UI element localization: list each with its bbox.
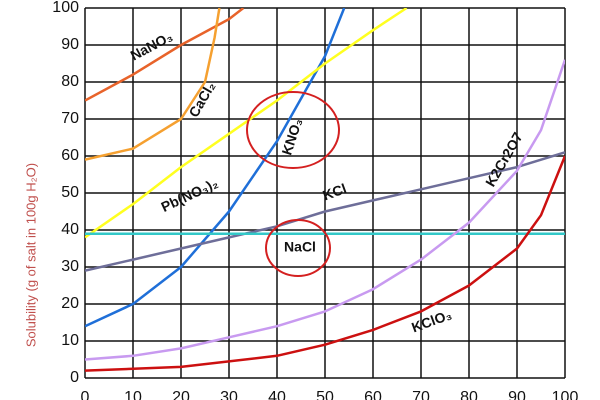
series-label: KCl (320, 180, 348, 203)
x-tick-label: 60 (364, 389, 382, 400)
y-tick-label: 10 (61, 332, 79, 349)
y-tick-label: 80 (61, 73, 79, 90)
x-tick-label: 90 (508, 389, 526, 400)
y-tick-label: 0 (70, 369, 79, 386)
y-tick-label: 30 (61, 258, 79, 275)
x-tick-label: 100 (552, 389, 579, 400)
highlight-circle (246, 91, 340, 169)
series-label: NaCl (284, 239, 316, 255)
y-tick-label: 90 (61, 36, 79, 53)
x-tick-label: 40 (268, 389, 286, 400)
highlight-circle (265, 219, 331, 277)
y-tick-label: 100 (52, 0, 79, 16)
x-tick-label: 80 (460, 389, 478, 400)
y-tick-label: 50 (61, 184, 79, 201)
x-tick-label: 50 (316, 389, 334, 400)
curve (85, 8, 245, 102)
curve (85, 8, 408, 239)
curve (85, 155, 565, 372)
y-tick-label: 70 (61, 110, 79, 127)
y-tick-label: 60 (61, 147, 79, 164)
curve (85, 59, 565, 361)
curve (85, 8, 221, 161)
x-tick-label: 70 (412, 389, 430, 400)
y-tick-label: 40 (61, 221, 79, 238)
x-tick-label: 0 (81, 389, 90, 400)
x-tick-label: 10 (124, 389, 142, 400)
curve (85, 8, 346, 328)
y-tick-label: 20 (61, 295, 79, 312)
curve (85, 151, 565, 272)
x-tick-label: 20 (172, 389, 190, 400)
y-axis-title: Solubility (g of salt in 100g H₂O) (23, 163, 38, 347)
x-tick-label: 30 (220, 389, 238, 400)
